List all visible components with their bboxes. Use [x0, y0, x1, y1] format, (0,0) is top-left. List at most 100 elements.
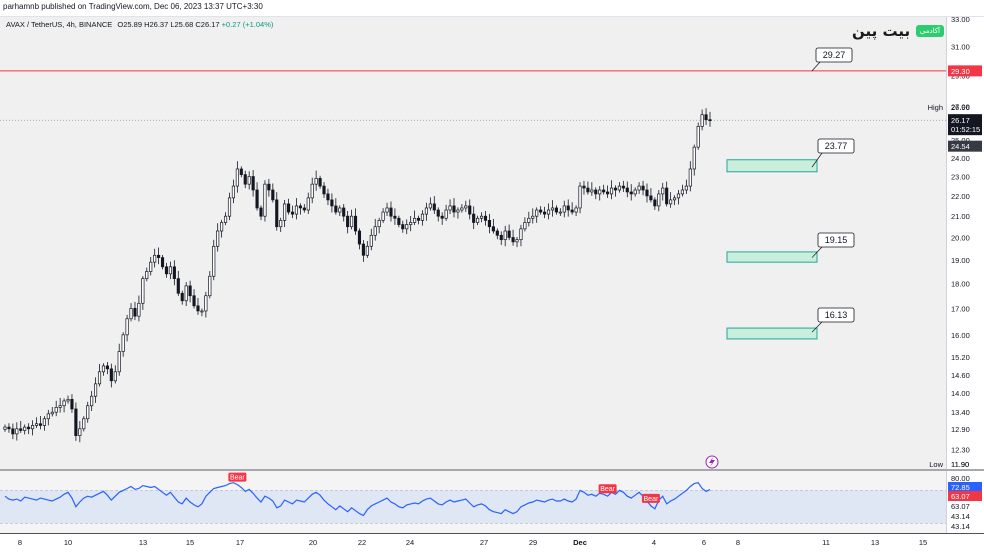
candle-bull [373, 226, 377, 236]
resistance-price-tag-bg [948, 65, 982, 77]
candle-bull [94, 383, 98, 397]
time-tick-label: 6 [702, 538, 706, 547]
candle-bull [546, 209, 551, 215]
candle-bull [42, 418, 46, 426]
candle-bull [696, 126, 700, 148]
candle-bear [267, 183, 271, 191]
candle-bear [452, 205, 456, 213]
candle-bull [220, 222, 224, 232]
candle-bull [283, 203, 287, 221]
candle-bull [519, 228, 523, 241]
price-tick-label: 13.40 [951, 408, 970, 417]
candle-bear [271, 189, 275, 201]
main-plot-area [0, 17, 946, 469]
candle-bear [582, 185, 586, 189]
support-zone-1 [726, 159, 818, 173]
candle-bear [160, 257, 165, 268]
rsi-level-label: 80.00 [951, 474, 970, 483]
candle-bull [247, 176, 251, 185]
candle-bull [420, 213, 425, 221]
candle-bull [535, 209, 539, 217]
low-value: 11.90 [951, 460, 969, 469]
candle-bull [310, 183, 314, 199]
candle-bear [539, 209, 543, 213]
candle-bear [157, 254, 161, 258]
candle-bull [141, 278, 145, 304]
price-tick-label: 22.00 [951, 192, 970, 201]
time-tick-label: 17 [236, 538, 244, 547]
candle-bear [554, 207, 558, 213]
candle-bear [621, 185, 625, 189]
bear-label: Bear [641, 493, 660, 503]
price-tick-label: 15.20 [951, 353, 970, 362]
candle-bear [440, 215, 444, 219]
time-tick-label: Dec [573, 538, 587, 547]
high-label: High [928, 103, 943, 112]
time-tick-label: 27 [480, 538, 488, 547]
candle-bull [223, 215, 228, 223]
candle-bear [511, 237, 515, 243]
candle-bull [153, 254, 157, 263]
candle-bear [397, 217, 401, 225]
bear-label-bg [641, 493, 660, 503]
price-tick-label: 17.00 [951, 304, 970, 313]
secondary-price-tag-text: 24.54 [951, 142, 970, 151]
candle-bull [637, 185, 641, 191]
candle-bear [192, 295, 196, 307]
callout-box [815, 47, 853, 63]
candle-bear [665, 187, 669, 205]
price-tick-label: 12.30 [951, 446, 970, 455]
lightning-icon-bolt [709, 457, 715, 467]
brand-logo-text: بیت پین [852, 22, 911, 40]
candle-bull [476, 217, 480, 223]
price-callout-3: 19.15 [811, 232, 855, 258]
candle-bull [46, 413, 50, 420]
candle-bull [216, 230, 220, 247]
candle-bull [503, 230, 507, 241]
resistance-price-tag: 29.30 [948, 65, 982, 77]
candle-bear [164, 266, 169, 275]
candle-bull [448, 205, 452, 211]
candle-bear [704, 114, 708, 121]
secondary-price-tag: 24.54 [948, 140, 982, 152]
candle-bear [393, 215, 397, 219]
symbol-legend: AVAX / TetherUS, 4h, BINANCE O25.89 H26.… [6, 20, 273, 29]
price-callout-4: 16.13 [811, 307, 855, 333]
bear-label-bg [598, 484, 617, 494]
candle-bear [570, 209, 574, 213]
candle-bull [558, 211, 562, 214]
candle-bear [483, 215, 488, 221]
candle-bull [578, 185, 582, 209]
candle-bear [180, 292, 184, 302]
candle-bull [661, 187, 665, 195]
candle-bear [196, 305, 200, 312]
price-tick-label: 12.90 [951, 425, 970, 434]
last-price-text: 26.17 [951, 116, 970, 125]
candle-bear [472, 213, 476, 223]
candle-bull [58, 405, 62, 408]
candle-bull [208, 275, 212, 297]
candle-bull [523, 222, 527, 230]
candle-bear [322, 185, 326, 195]
price-tick-label: 20.00 [951, 233, 970, 242]
candle-bear [334, 205, 338, 213]
candle-bull [90, 395, 94, 407]
candle-bear [594, 189, 598, 195]
candle-bear [330, 199, 334, 207]
candle-bear [357, 230, 362, 245]
candle-bull [479, 215, 484, 219]
candle-bear [543, 211, 547, 215]
candle-bear [7, 426, 11, 430]
candle-bull [117, 351, 121, 373]
callout-label: 23.77 [825, 141, 848, 151]
candle-bull [617, 185, 621, 191]
candle-bear [74, 408, 78, 436]
price-tick-label: 19.00 [951, 256, 970, 265]
candle-bear [298, 205, 302, 209]
candle-bull [184, 285, 188, 302]
candle-bull [204, 295, 208, 312]
bear-label-text: Bear [600, 486, 615, 493]
candle-bull [101, 365, 106, 373]
